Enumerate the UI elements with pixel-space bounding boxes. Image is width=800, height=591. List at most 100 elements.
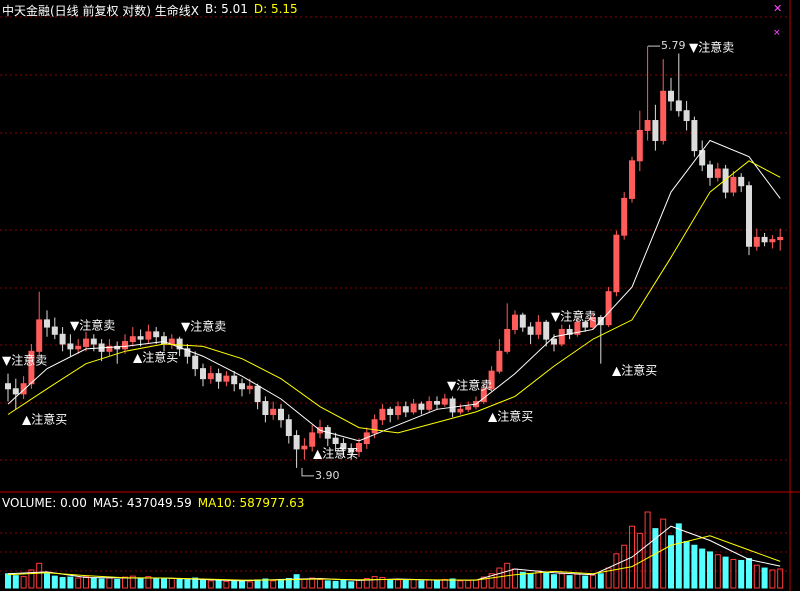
volume-ma-line <box>7 535 781 581</box>
volume-bar <box>582 575 589 589</box>
candle-body <box>629 160 635 199</box>
volume-bar <box>98 578 105 589</box>
candle-body <box>262 401 269 415</box>
volume-bar <box>714 554 721 589</box>
volume-bar <box>168 578 175 589</box>
candle-body <box>395 406 401 415</box>
candle-body <box>215 373 222 382</box>
volume-bar <box>340 579 347 589</box>
volume-bar <box>285 578 292 589</box>
volume-bar <box>683 540 690 589</box>
candle-body <box>231 375 238 385</box>
signal-label: ▼注意卖 <box>447 378 492 393</box>
volume-bar <box>527 573 534 589</box>
candle-body <box>707 164 713 178</box>
volume-bar <box>129 575 136 589</box>
candle-body <box>200 368 206 380</box>
candle-body <box>465 406 472 410</box>
volume-bar <box>51 575 58 589</box>
volume-bar <box>75 577 82 589</box>
candle-body <box>761 236 768 243</box>
volume-bar <box>36 562 43 589</box>
volume-bar <box>434 579 440 589</box>
signal-label: ▼注意卖 <box>181 319 226 334</box>
volume-bar <box>488 573 495 589</box>
volume-bar <box>262 578 269 589</box>
signal-label: ▼注意卖 <box>70 318 115 333</box>
candle-body <box>535 321 542 335</box>
volume-bar <box>122 576 128 589</box>
candle-body <box>636 129 643 162</box>
indicator: D: 5.15 <box>253 2 298 16</box>
volume-bar <box>231 580 238 589</box>
candle-body <box>28 350 35 385</box>
extreme-label: 3.90 <box>315 469 340 482</box>
volume-bar <box>675 523 682 589</box>
volume-bar <box>301 578 308 589</box>
candle-body <box>207 373 214 380</box>
candle-body <box>168 338 175 345</box>
candle-body <box>36 319 43 352</box>
volume-bar <box>730 559 737 589</box>
volume-bar <box>309 577 316 589</box>
volume-bar <box>145 576 152 589</box>
volume-bar <box>597 573 604 589</box>
candle-body <box>270 408 277 415</box>
volume-bar <box>387 578 394 589</box>
extreme-label: 5.79 <box>661 39 686 52</box>
volume-bar <box>90 578 97 589</box>
candle-body <box>402 406 409 413</box>
candle-body <box>83 338 89 347</box>
volume-bar <box>558 573 565 589</box>
volume-bar <box>356 579 362 589</box>
volume-bar <box>184 579 191 589</box>
candle-body <box>418 403 425 410</box>
candle-body <box>675 100 682 112</box>
candle-body <box>348 448 355 453</box>
candle-body <box>441 398 448 405</box>
volume-bar <box>324 580 331 589</box>
candle-body <box>722 168 729 193</box>
volume-bar <box>223 580 230 589</box>
candle-body <box>738 176 745 187</box>
ma-line <box>7 139 781 442</box>
signal-label: ▼注意卖 <box>551 309 596 324</box>
candle-body <box>613 234 620 293</box>
volume-bar <box>644 511 651 589</box>
volume-bar <box>652 528 659 589</box>
candle-body <box>254 385 261 403</box>
volume-bar <box>317 578 323 589</box>
extreme-leader <box>301 467 314 477</box>
volume-bar <box>363 578 370 589</box>
volume-bar <box>543 572 550 589</box>
candle-body <box>777 236 784 241</box>
indicator: MA5: 437049.59 <box>92 496 192 510</box>
candle-body <box>519 314 526 328</box>
candle-body <box>145 331 152 340</box>
candle-body <box>278 408 284 421</box>
candle-body <box>51 326 58 335</box>
volume-bar <box>379 577 386 589</box>
candle-body <box>668 90 674 102</box>
volume-ma-line <box>7 525 781 582</box>
candle-body <box>644 120 651 131</box>
candle-body <box>309 432 316 447</box>
volume-bar <box>5 573 11 589</box>
volume-bar <box>746 558 752 589</box>
candle-body <box>246 385 253 390</box>
volume-bar <box>20 576 27 589</box>
candle-body <box>5 383 11 390</box>
volume-bar <box>114 578 121 589</box>
volume-bar <box>722 556 729 589</box>
candle-body <box>449 398 456 413</box>
volume-bar <box>332 580 339 589</box>
volume-bar <box>496 567 503 589</box>
candle-body <box>67 343 74 350</box>
candle-body <box>496 350 503 372</box>
volume-bar <box>278 578 284 589</box>
volume-bar <box>371 576 378 589</box>
signal-label: ▲注意买 <box>22 412 67 427</box>
volume-bar <box>192 577 199 589</box>
